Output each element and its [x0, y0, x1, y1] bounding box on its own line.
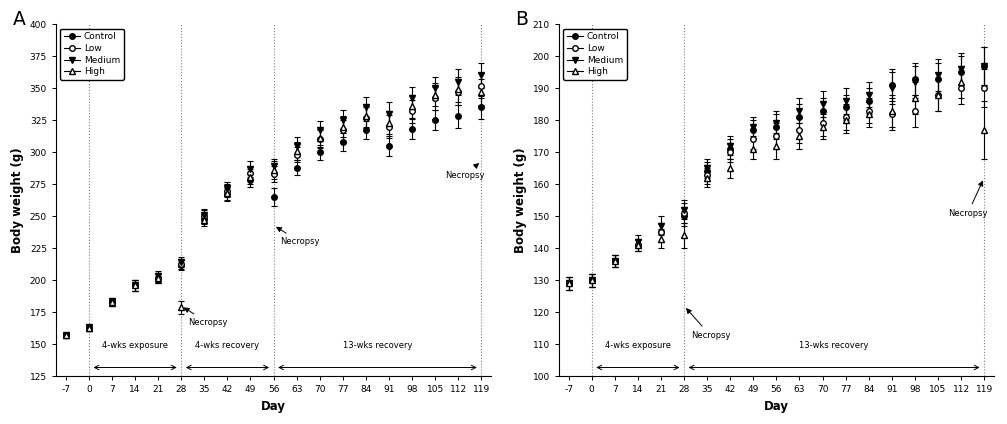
Text: Necropsy: Necropsy: [277, 227, 319, 246]
Text: 13-wks recovery: 13-wks recovery: [342, 341, 412, 350]
Text: Necropsy: Necropsy: [445, 164, 484, 180]
Text: Necropsy: Necropsy: [184, 308, 228, 327]
Legend: Control, Low, Medium, High: Control, Low, Medium, High: [60, 29, 124, 80]
Text: 4-wks exposure: 4-wks exposure: [102, 341, 168, 350]
Text: B: B: [516, 10, 529, 29]
Text: 13-wks recovery: 13-wks recovery: [800, 341, 869, 350]
X-axis label: Day: Day: [261, 400, 286, 413]
Y-axis label: Body weight (g): Body weight (g): [514, 148, 527, 253]
Y-axis label: Body weight (g): Body weight (g): [11, 148, 24, 253]
Legend: Control, Low, Medium, High: Control, Low, Medium, High: [563, 29, 626, 80]
Text: Necropsy: Necropsy: [687, 309, 730, 340]
Text: 4-wks exposure: 4-wks exposure: [605, 341, 671, 350]
Text: Necropsy: Necropsy: [948, 181, 987, 218]
X-axis label: Day: Day: [764, 400, 788, 413]
Text: 4-wks recovery: 4-wks recovery: [195, 341, 260, 350]
Text: A: A: [12, 10, 25, 29]
